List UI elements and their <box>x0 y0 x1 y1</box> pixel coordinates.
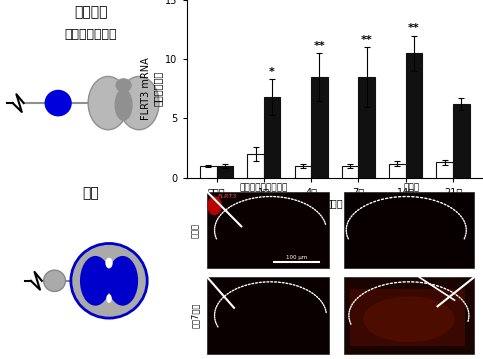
Text: **: ** <box>361 35 372 45</box>
Text: **: ** <box>408 23 420 33</box>
Text: FLRT3: FLRT3 <box>218 194 238 199</box>
Bar <box>389 163 406 178</box>
FancyBboxPatch shape <box>343 192 474 269</box>
Bar <box>295 166 311 178</box>
Text: 损伤前: 损伤前 <box>191 223 200 238</box>
Bar <box>406 53 422 178</box>
Bar <box>342 166 358 178</box>
Bar <box>311 77 327 178</box>
Ellipse shape <box>363 296 455 342</box>
Y-axis label: FLRT3 mRNA
（相对对值）: FLRT3 mRNA （相对对值） <box>141 57 162 120</box>
FancyBboxPatch shape <box>100 272 118 290</box>
Ellipse shape <box>106 294 112 303</box>
Ellipse shape <box>207 196 222 215</box>
Text: 末梢神经: 末梢神经 <box>74 5 108 19</box>
Ellipse shape <box>119 76 159 130</box>
Circle shape <box>43 270 65 292</box>
Circle shape <box>44 90 72 116</box>
Ellipse shape <box>115 78 132 92</box>
Bar <box>437 162 453 178</box>
Bar <box>247 154 264 178</box>
Text: *: * <box>269 67 275 77</box>
Ellipse shape <box>105 258 113 269</box>
Text: 脊髓: 脊髓 <box>83 187 99 201</box>
Bar <box>453 104 469 178</box>
Circle shape <box>71 243 147 318</box>
Bar <box>216 166 233 178</box>
Text: 损伤侧: 损伤侧 <box>404 183 420 192</box>
Ellipse shape <box>88 76 128 130</box>
Ellipse shape <box>80 256 111 306</box>
Ellipse shape <box>107 256 138 306</box>
Text: 损伤7天后: 损伤7天后 <box>191 303 200 328</box>
X-axis label: 损伤后: 损伤后 <box>326 198 343 208</box>
Text: 对照侧（非损伤侧）: 对照侧（非损伤侧） <box>240 183 288 192</box>
Ellipse shape <box>114 89 133 121</box>
Text: 100 μm: 100 μm <box>286 255 307 260</box>
FancyBboxPatch shape <box>350 289 465 346</box>
FancyBboxPatch shape <box>207 277 329 354</box>
Text: （背根神经节）: （背根神经节） <box>65 28 117 41</box>
Text: **: ** <box>313 41 325 51</box>
Bar <box>358 77 375 178</box>
Bar <box>200 166 216 178</box>
Bar <box>264 97 280 178</box>
FancyBboxPatch shape <box>343 277 474 354</box>
FancyBboxPatch shape <box>207 192 329 269</box>
